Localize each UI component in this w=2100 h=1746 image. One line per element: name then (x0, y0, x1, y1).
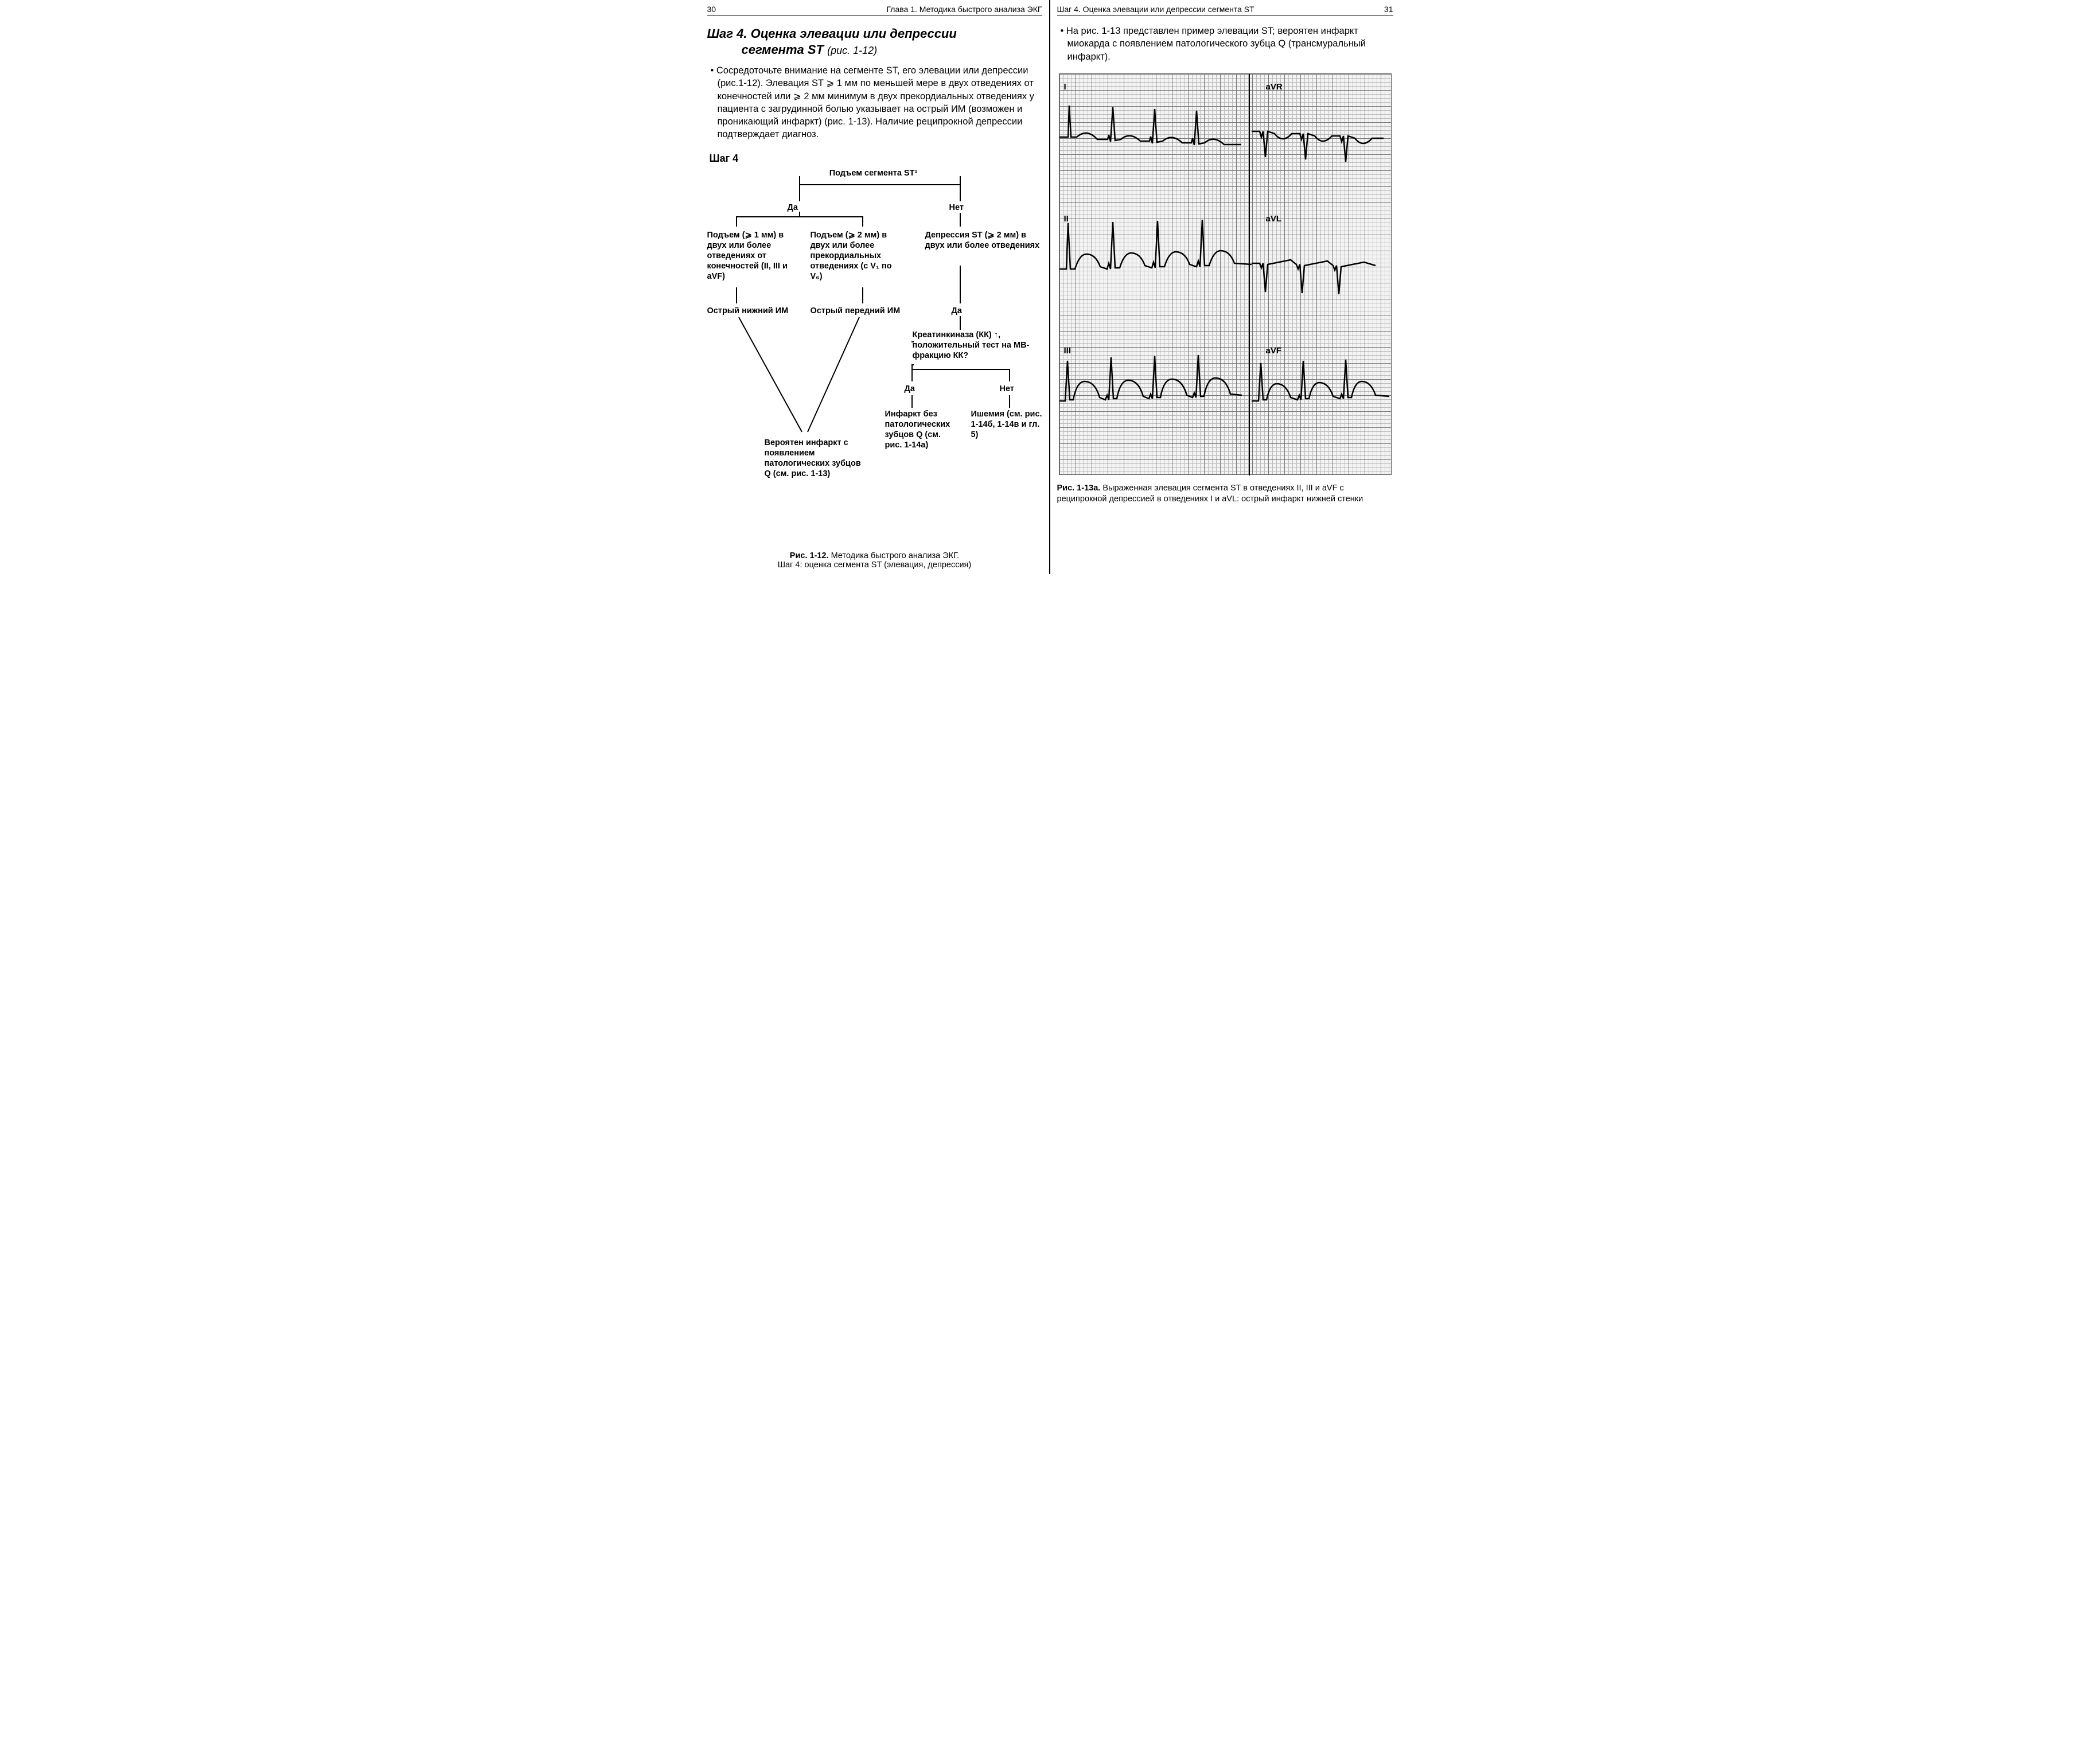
step4-figref: (рис. 1-12) (827, 45, 877, 56)
fig13-text: Выраженная элевация сегмента ST в отведе… (1057, 484, 1363, 504)
ecg-trace-icon (1059, 74, 1392, 476)
flow-no: Нет (949, 202, 964, 213)
flow-ck: Креатинкиназа (КК) ↑, положительный тест… (913, 330, 1039, 361)
flow-yes2: Да (952, 306, 962, 316)
flow-box3: Депрессия ST (⩾ 2 мм) в двух или более о… (925, 230, 1040, 251)
page-header-left: 30 Глава 1. Методика быстрого анализа ЭК… (707, 5, 1042, 15)
flow-out2: Острый передний ИМ (811, 306, 908, 316)
fig12-label: Рис. 1-12. (790, 551, 829, 560)
ecg-grid: I aVR II aVL III aVF (1059, 73, 1392, 475)
fig13-label: Рис. 1-13а. (1057, 484, 1101, 493)
step4-title-line2: сегмента ST (742, 42, 824, 57)
flow-yes3: Да (905, 384, 915, 394)
page-header-right: Шаг 4. Оценка элевации или депрессии сег… (1057, 5, 1393, 15)
step4-title-line1: Шаг 4. Оценка элевации или депрессии (707, 26, 1042, 42)
fig13-caption: Рис. 1-13а. Выраженная элевация сегмента… (1057, 480, 1393, 505)
main-bullet: Сосредоточьте внимание на сегменте ST, е… (707, 64, 1042, 141)
flow-isch: Ишемия (см. рис. 1-14б, 1-14в и гл. 5) (971, 409, 1046, 440)
right-bullet-text: На рис. 1-13 представлен пример элевации… (1066, 26, 1366, 62)
flow-out1: Острый нижний ИМ (707, 306, 799, 316)
flow-nonq: Инфаркт без патологических зубцов Q (см.… (885, 409, 954, 451)
flow-no3: Нет (1000, 384, 1014, 394)
flow-qinf: Вероятен инфаркт с появлением патологиче… (765, 438, 862, 480)
flow-yes: Да (788, 202, 798, 213)
step4-label: Шаг 4 (707, 141, 1042, 168)
flow-box1: Подъем (⩾ 1 мм) в двух или более отведен… (707, 230, 793, 282)
main-bullet-text: Сосредоточьте внимание на сегменте ST, е… (716, 65, 1034, 139)
flow-root: Подъем сегмента ST¹ (707, 168, 1040, 178)
page-number: 31 (1384, 5, 1393, 14)
v-join-icon (707, 317, 902, 443)
step4-title: Шаг 4. Оценка элевации или депрессии сег… (707, 21, 1042, 64)
flowchart: Подъем сегмента ST¹ Да Нет Подъем (⩾ 1 м… (707, 168, 1040, 547)
chapter-title: Глава 1. Методика быстрого анализа ЭКГ (887, 5, 1042, 14)
fig12-caption: Рис. 1-12. Методика быстрого анализа ЭКГ… (707, 547, 1042, 570)
flow-box2: Подъем (⩾ 2 мм) в двух или более прекорд… (811, 230, 902, 282)
page-number: 30 (707, 5, 716, 14)
running-head: Шаг 4. Оценка элевации или депрессии сег… (1057, 5, 1254, 14)
right-bullet: На рис. 1-13 представлен пример элевации… (1057, 21, 1393, 63)
